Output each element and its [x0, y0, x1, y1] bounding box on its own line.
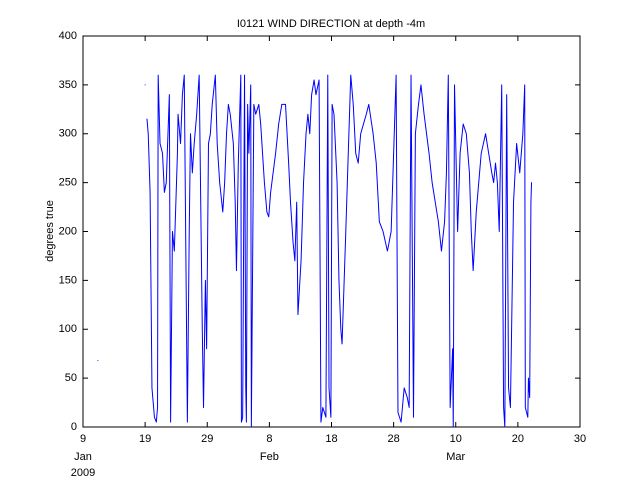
data-line — [97, 74, 533, 428]
y-tick-label: 400 — [59, 30, 77, 42]
x-tick-label: 28 — [388, 433, 400, 445]
x-month-label: Mar — [446, 451, 465, 463]
y-tick-label: 50 — [65, 372, 77, 384]
x-tick-label: 19 — [139, 433, 151, 445]
x-month-label: Jan — [74, 451, 92, 463]
x-tick-label: 30 — [574, 433, 586, 445]
y-tick-label: 0 — [71, 421, 77, 433]
y-tick-label: 200 — [59, 225, 77, 237]
x-year-label: 2009 — [71, 467, 95, 479]
y-tick-label: 100 — [59, 323, 77, 335]
x-month-label: Feb — [260, 451, 279, 463]
x-tick-label: 10 — [450, 433, 462, 445]
x-tick-label: 9 — [80, 433, 86, 445]
y-tick-label: 350 — [59, 79, 77, 91]
y-tick-label: 150 — [59, 274, 77, 286]
y-tick-label: 300 — [59, 128, 77, 140]
x-tick-label: 20 — [512, 433, 524, 445]
x-tick-label: 8 — [266, 433, 272, 445]
y-axis-label: degrees true — [44, 200, 56, 262]
y-tick-label: 250 — [59, 177, 77, 189]
x-tick-label: 29 — [201, 433, 213, 445]
x-tick-label: 18 — [325, 433, 337, 445]
chart-title: I0121 WIND DIRECTION at depth -4m — [237, 18, 425, 30]
